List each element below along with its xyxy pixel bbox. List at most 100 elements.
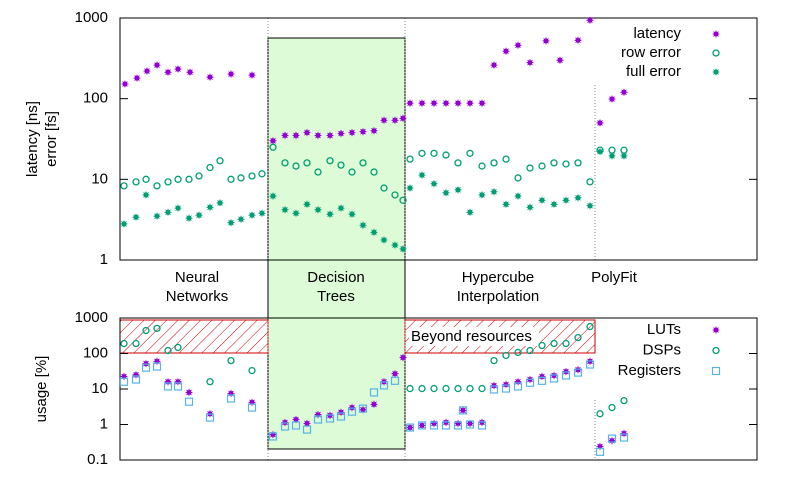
point [186, 68, 194, 77]
point [133, 74, 141, 83]
point [216, 157, 224, 165]
point [550, 200, 558, 209]
point [143, 67, 151, 75]
point [281, 131, 289, 140]
point [430, 99, 438, 108]
point [227, 356, 235, 365]
point [174, 343, 182, 352]
point [185, 175, 193, 183]
legend-marker [712, 326, 720, 334]
group-label: Decision [307, 269, 365, 286]
point [526, 58, 534, 67]
point [337, 161, 345, 169]
point [142, 175, 150, 183]
point [326, 210, 334, 219]
point [302, 425, 312, 434]
point [174, 175, 182, 183]
point [206, 73, 214, 82]
point [490, 356, 498, 365]
point [562, 160, 570, 168]
point [561, 371, 571, 380]
point [501, 384, 511, 393]
point [164, 68, 172, 77]
point [119, 377, 129, 386]
point [490, 187, 498, 196]
point [442, 151, 450, 159]
y-tick-label: 1 [100, 251, 108, 268]
legend-label: latency [633, 25, 681, 42]
point [514, 377, 522, 386]
highlight-box [267, 37, 406, 450]
point [164, 178, 172, 186]
point [586, 16, 594, 25]
point [465, 420, 475, 429]
point [132, 178, 140, 186]
point [538, 196, 546, 205]
point [608, 151, 616, 160]
point [514, 174, 522, 182]
point [574, 36, 582, 45]
point [573, 368, 583, 377]
point [478, 99, 486, 108]
point [513, 382, 523, 391]
point [359, 159, 367, 167]
point [430, 419, 438, 428]
point [490, 61, 498, 70]
point [379, 381, 389, 390]
point [132, 213, 140, 222]
point [359, 221, 367, 230]
point [607, 434, 617, 443]
point [370, 400, 378, 409]
point [248, 172, 256, 180]
point [248, 366, 256, 375]
point [227, 218, 235, 227]
point [153, 357, 161, 366]
point [406, 184, 414, 192]
point [164, 208, 172, 217]
point [163, 382, 173, 391]
y-axis-label: latency [ns] [24, 101, 41, 177]
point [247, 403, 257, 412]
point [269, 192, 277, 201]
point [596, 118, 604, 127]
point [406, 384, 414, 393]
point [538, 162, 546, 170]
group-label: PolyFit [591, 269, 638, 286]
point [142, 191, 150, 199]
point [370, 126, 378, 135]
point [418, 171, 426, 180]
point [153, 61, 161, 70]
point [281, 205, 289, 214]
point [206, 163, 214, 172]
point [380, 116, 388, 125]
y-tick-label: 100 [83, 344, 108, 361]
point [453, 421, 463, 430]
point [620, 88, 628, 97]
point [325, 414, 335, 423]
point [550, 159, 558, 167]
point [280, 422, 290, 431]
point [121, 80, 129, 88]
point [248, 398, 256, 407]
y-axis-label: usage [%] [33, 356, 50, 423]
point [608, 403, 616, 412]
point [314, 168, 322, 176]
point [596, 442, 604, 451]
point [142, 326, 150, 335]
point [417, 421, 427, 430]
point [390, 376, 400, 385]
point [608, 436, 616, 445]
point [586, 322, 594, 331]
point [442, 99, 450, 108]
point [514, 348, 522, 357]
legend-marker [712, 49, 720, 57]
point [326, 157, 334, 165]
point [391, 191, 399, 199]
point [227, 389, 235, 398]
point [347, 407, 357, 416]
point [477, 421, 487, 430]
point [370, 228, 378, 237]
point [391, 369, 399, 378]
point [537, 376, 547, 385]
